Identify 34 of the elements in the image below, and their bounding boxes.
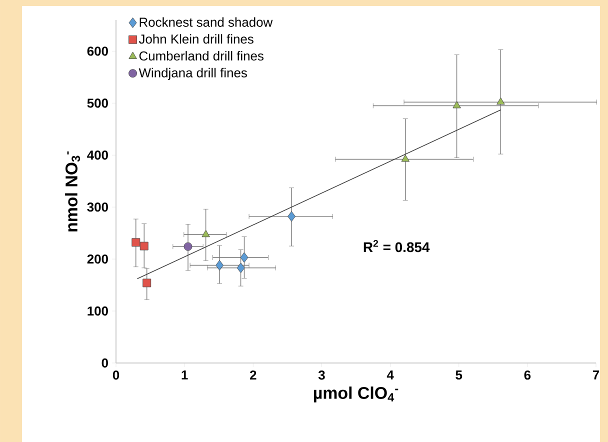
x-tick-label: 7 bbox=[592, 370, 600, 380]
x-tick-label: 0 bbox=[112, 370, 120, 380]
point bbox=[236, 262, 245, 274]
point bbox=[142, 278, 152, 288]
x-tick-label: 2 bbox=[250, 370, 256, 380]
point bbox=[240, 252, 248, 263]
x-tick-label: 5 bbox=[456, 370, 462, 380]
y-tick-label: 600 bbox=[87, 46, 108, 56]
point bbox=[202, 230, 210, 238]
legend-label: Windjana drill fines bbox=[138, 68, 247, 80]
x-tick-label: 3 bbox=[318, 370, 325, 380]
x-axis-title: µmol ClO$_{4}$- bbox=[314, 386, 398, 402]
annotation: R$^{2}$ = 0.854 bbox=[364, 240, 430, 252]
y-tick-label: 200 bbox=[87, 254, 108, 264]
y-tick-label: 500 bbox=[87, 98, 108, 108]
x-tick-label: 4 bbox=[386, 370, 394, 380]
point bbox=[401, 154, 410, 162]
y-tick-label: 400 bbox=[87, 150, 108, 160]
point bbox=[496, 97, 505, 105]
point bbox=[452, 101, 461, 108]
y-axis-title: nmol NO$_{3}$- bbox=[65, 151, 80, 232]
point bbox=[288, 211, 296, 222]
point bbox=[140, 242, 148, 250]
legend-label: Cumberland drill fines bbox=[139, 51, 264, 61]
y-tick-label: 300 bbox=[87, 202, 108, 212]
point bbox=[216, 260, 224, 271]
y-tick-label: 0 bbox=[102, 358, 108, 368]
legend-label: John Klein drill fines bbox=[138, 34, 254, 44]
x-tick-label: 6 bbox=[524, 370, 531, 380]
x-tick-label: 1 bbox=[182, 370, 188, 380]
point bbox=[132, 238, 140, 247]
point bbox=[184, 242, 192, 251]
y-tick-label: 100 bbox=[88, 306, 108, 316]
legend-label: Rocknest sand shadow bbox=[140, 17, 273, 27]
